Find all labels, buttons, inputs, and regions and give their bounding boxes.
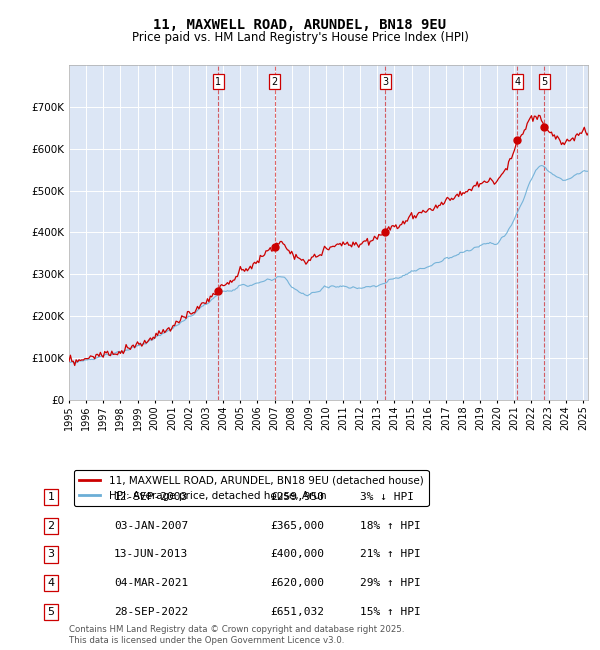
Text: Contains HM Land Registry data © Crown copyright and database right 2025.
This d: Contains HM Land Registry data © Crown c… (69, 625, 404, 645)
Text: 11, MAXWELL ROAD, ARUNDEL, BN18 9EU: 11, MAXWELL ROAD, ARUNDEL, BN18 9EU (154, 18, 446, 32)
Text: £365,000: £365,000 (270, 521, 324, 531)
Text: 1: 1 (215, 77, 221, 86)
Text: Price paid vs. HM Land Registry's House Price Index (HPI): Price paid vs. HM Land Registry's House … (131, 31, 469, 44)
Legend: 11, MAXWELL ROAD, ARUNDEL, BN18 9EU (detached house), HPI: Average price, detach: 11, MAXWELL ROAD, ARUNDEL, BN18 9EU (det… (74, 470, 428, 506)
Text: 13-JUN-2013: 13-JUN-2013 (114, 549, 188, 560)
Text: 3: 3 (382, 77, 388, 86)
Text: 1: 1 (47, 492, 55, 502)
Text: £259,950: £259,950 (270, 492, 324, 502)
Text: 4: 4 (47, 578, 55, 588)
Text: 2: 2 (47, 521, 55, 531)
Text: 29% ↑ HPI: 29% ↑ HPI (360, 578, 421, 588)
Text: 5: 5 (47, 606, 55, 617)
Text: 03-JAN-2007: 03-JAN-2007 (114, 521, 188, 531)
Text: 4: 4 (514, 77, 520, 86)
Text: 18% ↑ HPI: 18% ↑ HPI (360, 521, 421, 531)
Text: 12-SEP-2003: 12-SEP-2003 (114, 492, 188, 502)
Text: £400,000: £400,000 (270, 549, 324, 560)
Text: 3: 3 (47, 549, 55, 560)
Text: 04-MAR-2021: 04-MAR-2021 (114, 578, 188, 588)
Text: 5: 5 (541, 77, 547, 86)
Text: 2: 2 (272, 77, 278, 86)
Text: £620,000: £620,000 (270, 578, 324, 588)
Text: 3% ↓ HPI: 3% ↓ HPI (360, 492, 414, 502)
Text: £651,032: £651,032 (270, 606, 324, 617)
Text: 15% ↑ HPI: 15% ↑ HPI (360, 606, 421, 617)
Text: 28-SEP-2022: 28-SEP-2022 (114, 606, 188, 617)
Text: 21% ↑ HPI: 21% ↑ HPI (360, 549, 421, 560)
